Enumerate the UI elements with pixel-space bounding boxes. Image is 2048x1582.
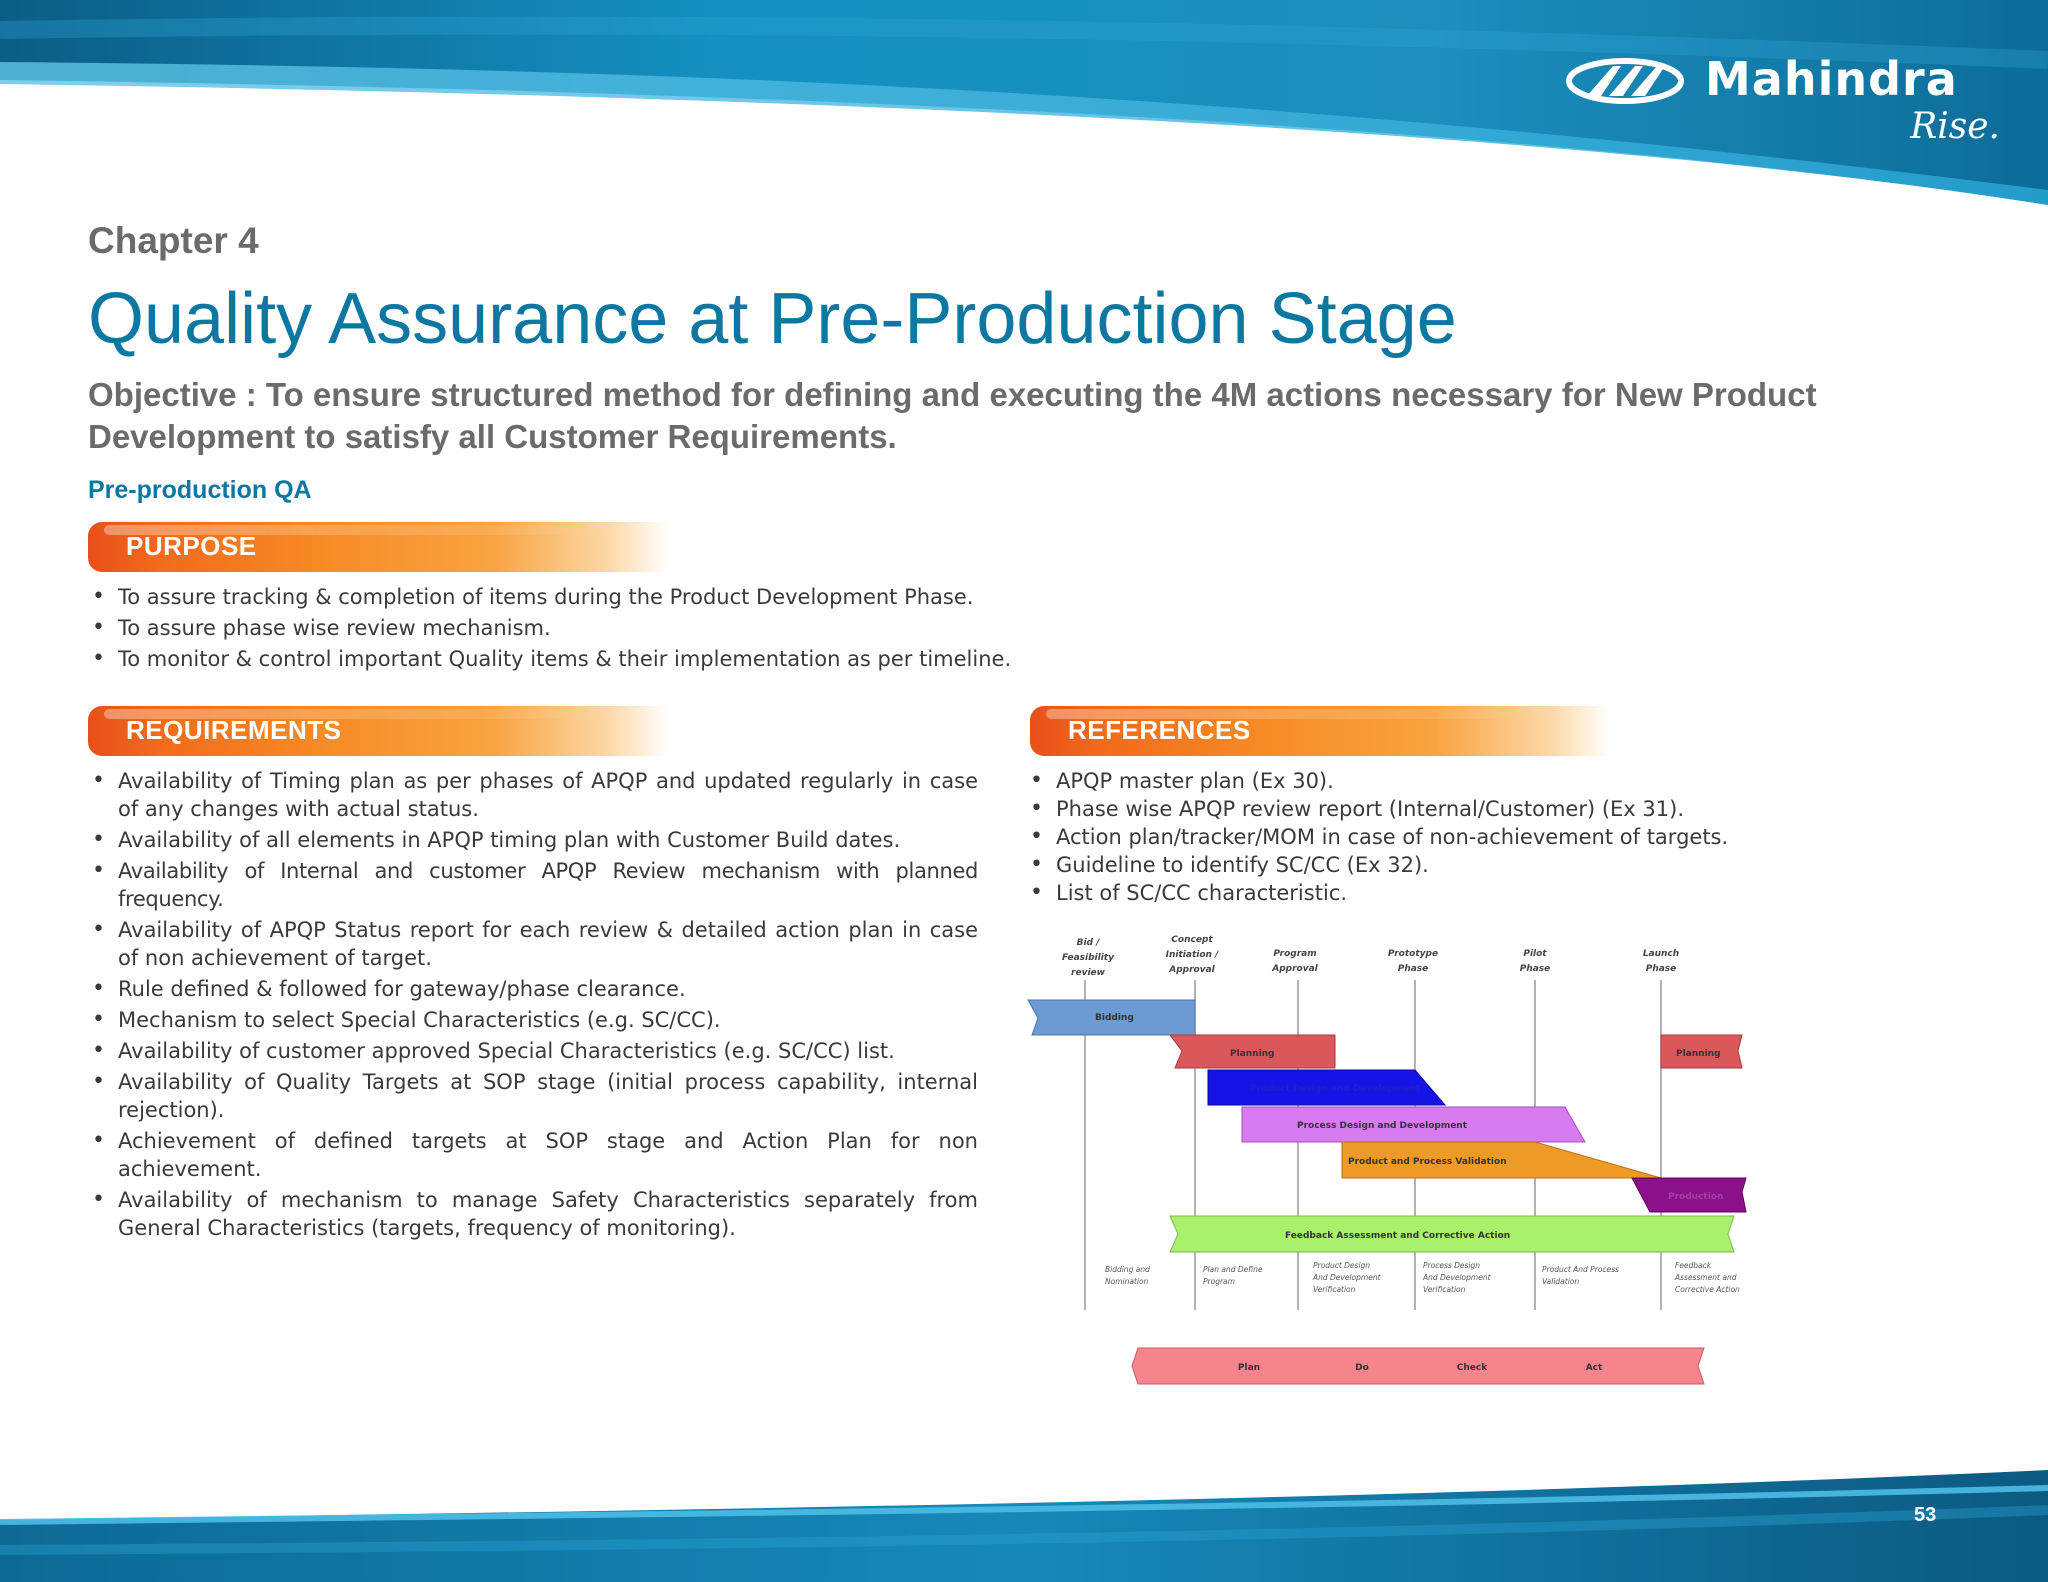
brand-logo: Mahindra Rise. — [1565, 50, 2005, 160]
list-item: Phase wise APQP review report (Internal/… — [1026, 795, 1986, 823]
milestone-label: Concept Initiation / Approval — [1166, 935, 1219, 975]
pdca-act: Act — [1586, 1363, 1603, 1373]
footer-band — [0, 1470, 2048, 1582]
requirements-label: REQUIREMENTS — [126, 715, 342, 745]
list-item: Availability of Internal and customer AP… — [88, 857, 978, 913]
list-item: To assure phase wise review mechanism. — [88, 614, 1088, 642]
requirements-list: Availability of Timing plan as per phase… — [88, 767, 978, 1245]
output-label: Process Design And Development Verificatio… — [1422, 1261, 1492, 1294]
list-item: Availability of customer approved Specia… — [88, 1037, 978, 1065]
list-item: Achievement of defined targets at SOP st… — [88, 1127, 978, 1183]
bidding-bar — [1027, 999, 1196, 1036]
list-item: Availability of mechanism to manage Safe… — [88, 1186, 978, 1242]
output-label: Feedback Assessment and Corrective Action — [1674, 1261, 1740, 1294]
list-item: APQP master plan (Ex 30). — [1026, 767, 1986, 795]
brand-name: Mahindra — [1705, 52, 1958, 106]
production-bar — [1631, 1177, 1747, 1213]
feedback-bar — [1169, 1215, 1735, 1253]
planning-bar-label: Planning — [1230, 1049, 1275, 1059]
feedback-bar-label: Feedback Assessment and Corrective Actio… — [1285, 1231, 1510, 1241]
page-title: Quality Assurance at Pre-Production Stag… — [88, 279, 1457, 359]
milestone-label: Launch Phase — [1643, 949, 1679, 974]
purpose-list: To assure tracking & completion of items… — [88, 583, 1088, 676]
milestone-label: Pilot Phase — [1520, 949, 1551, 974]
product-design-bar-label: Product Design and Development — [1250, 1084, 1421, 1094]
list-item: Action plan/tracker/MOM in case of non-a… — [1026, 823, 1986, 851]
output-label: Plan and Define Program — [1203, 1265, 1263, 1286]
process-design-bar-label: Process Design and Development — [1297, 1121, 1468, 1131]
references-header: REFERENCES — [1030, 706, 1610, 756]
list-item: List of SC/CC characteristic. — [1026, 879, 1986, 907]
chapter-label: Chapter 4 — [88, 220, 259, 261]
objective-text: Objective : To ensure structured method … — [88, 376, 1817, 455]
validation-bar-label: Product and Process Validation — [1348, 1157, 1507, 1167]
list-item: Availability of Timing plan as per phase… — [88, 767, 978, 823]
process-design-bar — [1241, 1106, 1586, 1143]
pdca-bar — [1131, 1347, 1705, 1385]
list-item: Availability of APQP Status report for e… — [88, 916, 978, 972]
section-subheading: Pre-production QA — [88, 476, 312, 504]
references-label: REFERENCES — [1068, 715, 1251, 745]
purpose-header: PURPOSE — [88, 522, 668, 572]
list-item: To assure tracking & completion of items… — [88, 583, 1088, 611]
milestone-label: Prototype Phase — [1388, 949, 1438, 974]
brand-tagline: Rise. — [1910, 106, 2000, 147]
list-item: To monitor & control important Quality i… — [88, 645, 1088, 673]
page-number: 53 — [1914, 1504, 1937, 1526]
milestone-label: Bid / Feasibility review — [1062, 938, 1115, 978]
purpose-label: PURPOSE — [126, 531, 257, 561]
production-bar-label: Production — [1668, 1192, 1723, 1202]
milestone-label: Program Approval — [1271, 949, 1318, 974]
pdca-check: Check — [1457, 1363, 1488, 1373]
list-item: Guideline to identify SC/CC (Ex 32). — [1026, 851, 1986, 879]
bidding-bar-label: Bidding — [1095, 1013, 1134, 1023]
mahindra-logo-icon — [1566, 58, 1684, 104]
output-label: Product And Process Validation — [1542, 1265, 1619, 1286]
list-item: Availability of all elements in APQP tim… — [88, 826, 978, 854]
requirements-header: REQUIREMENTS — [88, 706, 668, 756]
planning-bar-2 — [1660, 1034, 1743, 1069]
product-design-bar — [1207, 1069, 1447, 1106]
header-band — [0, 0, 2048, 205]
list-item: Rule defined & followed for gateway/phas… — [88, 975, 978, 1003]
pdca-do: Do — [1355, 1363, 1369, 1373]
pdca-plan: Plan — [1238, 1363, 1260, 1373]
planning-bar-2-label: Planning — [1676, 1049, 1721, 1059]
output-label: Product Design And Development Verificatio… — [1312, 1261, 1382, 1294]
apqp-timing-diagram: Bid / Feasibility review Concept Initiation… — [1020, 920, 1755, 1405]
list-item: Mechanism to select Special Characterist… — [88, 1006, 978, 1034]
references-list: APQP master plan (Ex 30). Phase wise APQ… — [1026, 767, 1986, 907]
planning-bar — [1169, 1034, 1336, 1069]
output-label: Bidding and Nomination — [1105, 1265, 1150, 1286]
list-item: Availability of Quality Targets at SOP s… — [88, 1068, 978, 1124]
